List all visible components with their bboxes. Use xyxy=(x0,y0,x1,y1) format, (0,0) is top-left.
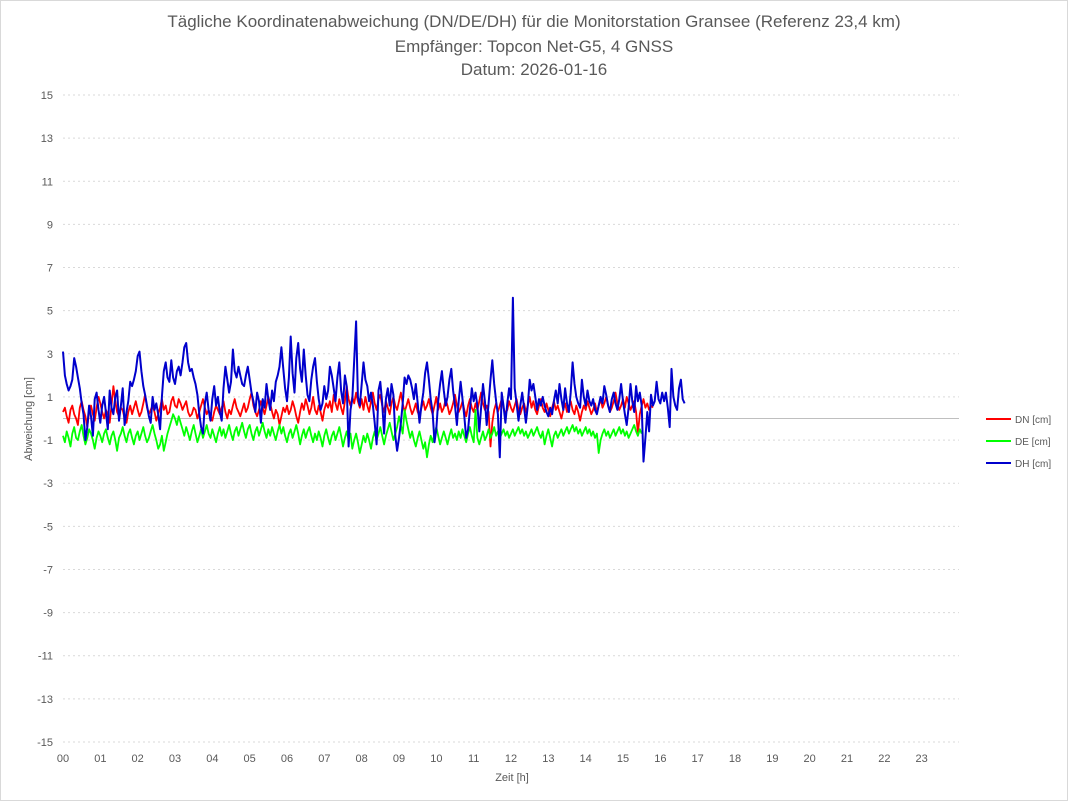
x-tick-label: 16 xyxy=(654,753,666,765)
x-tick-label: 13 xyxy=(542,753,554,765)
y-tick-label: 7 xyxy=(47,263,53,275)
x-tick-label: 08 xyxy=(356,753,368,765)
y-tick-label: 3 xyxy=(47,349,53,361)
x-tick-label: 12 xyxy=(505,753,517,765)
y-tick-label: 5 xyxy=(47,306,53,318)
x-tick-label: 09 xyxy=(393,753,405,765)
series-lines xyxy=(62,296,686,463)
x-tick-label: 07 xyxy=(318,753,330,765)
x-tick-label: 03 xyxy=(169,753,181,765)
x-tick-label: 04 xyxy=(206,753,218,765)
x-tick-label: 05 xyxy=(244,753,256,765)
x-tick-label: 15 xyxy=(617,753,629,765)
y-tick-label: 11 xyxy=(42,176,53,188)
y-tick-label: 13 xyxy=(41,133,53,145)
x-axis-ticks: 00 01 02 03 04 05 06 07 08 09 10 11 12 13 14 15 16 17 18 19… xyxy=(57,753,928,765)
series-line-dh xyxy=(62,296,686,463)
chart-title: Tägliche Koordinatenabweichung (DN/DE/DH… xyxy=(167,12,901,31)
y-tick-label: 1 xyxy=(47,392,53,404)
y-tick-label: -3 xyxy=(43,478,53,490)
x-tick-label: 10 xyxy=(430,753,442,765)
legend-label-dh: DH [cm] xyxy=(1015,459,1051,470)
y-axis-ticks: 15 13 11 9 7 5 3 1 -1 -3 -5 -7 -9 -11 -13 -15 xyxy=(37,90,53,749)
legend: DN [cm] DE [cm] DH [cm] xyxy=(986,415,1051,470)
y-tick-label: -13 xyxy=(37,694,53,706)
y-tick-label: 15 xyxy=(41,90,53,102)
x-tick-label: 06 xyxy=(281,753,293,765)
x-tick-label: 22 xyxy=(878,753,890,765)
y-tick-label: -1 xyxy=(43,435,53,447)
chart-subtitle: Empfänger: Topcon Net-G5, 4 GNSS xyxy=(394,37,674,56)
legend-label-dn: DN [cm] xyxy=(1015,415,1051,426)
y-tick-label: -11 xyxy=(38,651,53,663)
x-tick-label: 01 xyxy=(94,753,106,765)
y-tick-label: -7 xyxy=(43,564,53,576)
x-tick-label: 18 xyxy=(729,753,741,765)
x-tick-label: 17 xyxy=(692,753,704,765)
gridlines xyxy=(63,94,959,743)
x-tick-label: 14 xyxy=(580,753,592,765)
y-tick-label: -9 xyxy=(43,608,53,620)
legend-label-de: DE [cm] xyxy=(1015,437,1051,448)
x-tick-label: 11 xyxy=(468,753,479,765)
x-tick-label: 02 xyxy=(132,753,144,765)
x-tick-label: 23 xyxy=(916,753,928,765)
x-tick-label: 20 xyxy=(804,753,816,765)
y-tick-label: -15 xyxy=(37,737,53,749)
y-tick-label: 9 xyxy=(47,219,53,231)
x-axis-label: Zeit [h] xyxy=(495,772,529,784)
x-tick-label: 00 xyxy=(57,753,69,765)
series-line-de xyxy=(62,408,643,459)
y-axis-label: Abweichung [cm] xyxy=(23,377,35,461)
y-tick-label: -5 xyxy=(43,521,53,533)
x-tick-label: 21 xyxy=(841,753,853,765)
x-tick-label: 19 xyxy=(766,753,778,765)
chart-date: Datum: 2026-01-16 xyxy=(460,60,608,79)
